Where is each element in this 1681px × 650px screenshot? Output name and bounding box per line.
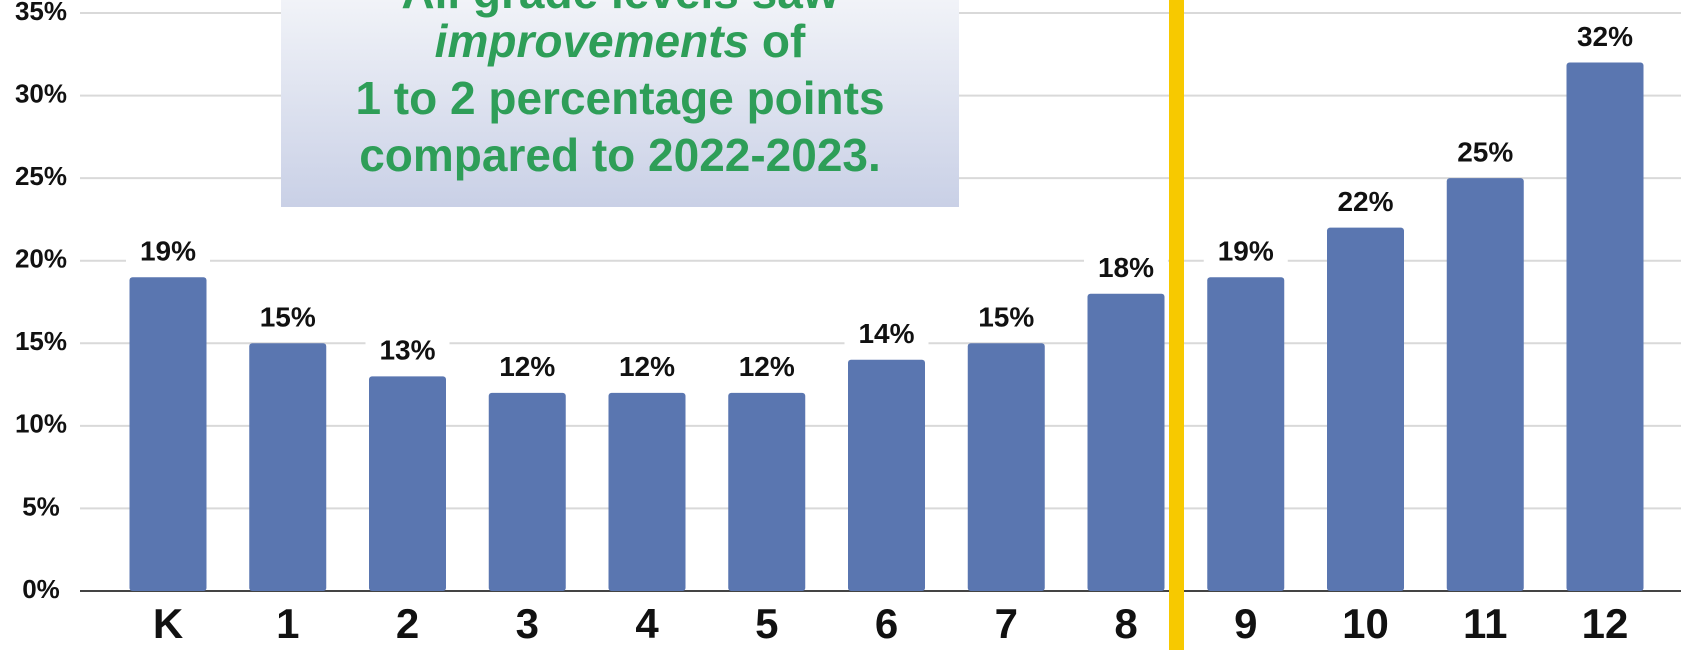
bar	[1327, 227, 1404, 591]
bar	[728, 392, 806, 591]
value-label: 22%	[1337, 186, 1393, 217]
value-label: 19%	[1218, 236, 1274, 267]
value-label: 18%	[1098, 252, 1154, 283]
y-tick-label: 10%	[15, 409, 67, 439]
value-label: 25%	[1457, 137, 1513, 168]
annotation-emphasis: improvements	[435, 15, 749, 67]
value-label-bg	[1084, 251, 1168, 288]
value-label: 15%	[978, 302, 1034, 333]
y-tick-label: 25%	[15, 161, 67, 191]
value-label: 15%	[260, 302, 316, 333]
annotation-line: All grade levels saw	[401, 0, 838, 18]
annotation-line: compared to 2022-2023.	[359, 129, 881, 181]
value-label-bg	[245, 301, 330, 338]
x-tick-label: 7	[995, 600, 1018, 647]
value-label-bg	[1563, 20, 1647, 57]
y-tick-label: 35%	[15, 0, 67, 26]
divider	[1169, 0, 1184, 650]
value-label-bg	[1203, 235, 1288, 272]
bar	[1446, 178, 1524, 591]
value-label-bg	[1323, 185, 1408, 222]
x-tick-label: 5	[755, 600, 778, 647]
y-tick-label: 5%	[22, 491, 60, 521]
value-label-bg	[485, 350, 570, 387]
x-tick-label: 9	[1234, 600, 1257, 647]
value-label-bg	[126, 235, 210, 272]
value-label-bg	[1443, 136, 1528, 173]
bar	[1207, 277, 1285, 591]
value-label-bg	[724, 350, 809, 387]
value-label: 12%	[619, 351, 675, 382]
x-tick-label: 12	[1582, 600, 1629, 647]
bar	[608, 392, 686, 591]
x-tick-label: 6	[875, 600, 898, 647]
bars	[129, 62, 1644, 592]
value-label: 13%	[379, 335, 435, 366]
x-tick-label: 4	[635, 600, 659, 647]
annotation-word: of	[762, 15, 806, 67]
x-tick-label: 2	[396, 600, 419, 647]
bar	[848, 359, 925, 591]
y-tick-label: 30%	[15, 78, 67, 108]
x-tick-label: K	[153, 600, 183, 647]
value-label: 32%	[1577, 21, 1633, 52]
x-tick-label: 8	[1114, 600, 1137, 647]
y-tick-label: 0%	[22, 574, 60, 604]
value-label: 14%	[858, 318, 914, 349]
value-label: 19%	[140, 236, 196, 267]
value-label-bg	[844, 317, 929, 354]
x-tick-label: 1	[276, 600, 299, 647]
annotation-line: 1 to 2 percentage points	[355, 72, 884, 124]
bar	[967, 343, 1045, 591]
x-tick-label: 3	[516, 600, 539, 647]
bar	[1566, 62, 1644, 592]
value-label-bg	[365, 334, 450, 371]
value-label-bg	[964, 301, 1049, 338]
y-tick-label: 20%	[15, 244, 67, 274]
bar	[249, 343, 327, 591]
annotation-box	[281, 0, 959, 207]
bar	[1087, 293, 1165, 591]
value-label: 12%	[499, 351, 555, 382]
value-label: 12%	[739, 351, 795, 382]
x-tick-label: 10	[1342, 600, 1389, 647]
bar	[129, 277, 207, 591]
annotation-line: improvements of	[435, 15, 806, 67]
bar	[369, 376, 446, 591]
x-tick-label: 11	[1463, 600, 1507, 647]
y-tick-label: 15%	[15, 326, 67, 356]
value-label-bg	[605, 350, 689, 387]
bar	[488, 392, 566, 591]
